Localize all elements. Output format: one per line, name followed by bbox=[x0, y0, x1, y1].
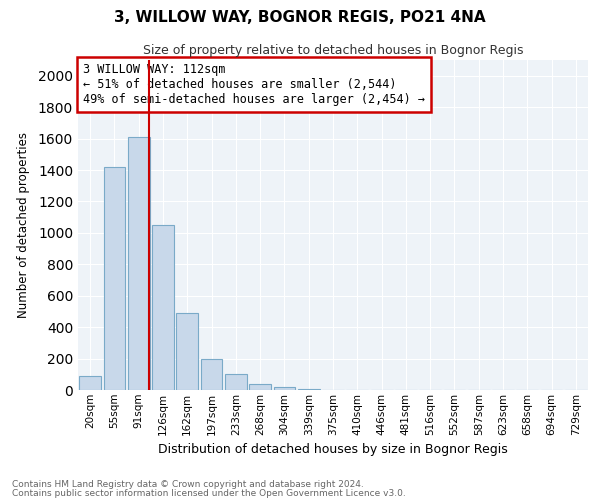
Bar bbox=[200, 358, 223, 390]
Bar bbox=[298, 389, 320, 390]
Text: 3 WILLOW WAY: 112sqm
← 51% of detached houses are smaller (2,544)
49% of semi-de: 3 WILLOW WAY: 112sqm ← 51% of detached h… bbox=[83, 64, 425, 106]
Bar bbox=[152, 225, 174, 390]
Bar bbox=[249, 384, 271, 390]
Y-axis label: Number of detached properties: Number of detached properties bbox=[17, 132, 29, 318]
Title: Size of property relative to detached houses in Bognor Regis: Size of property relative to detached ho… bbox=[143, 44, 523, 58]
Bar bbox=[104, 167, 125, 390]
Bar bbox=[225, 374, 247, 390]
Bar bbox=[79, 376, 101, 390]
Text: Contains public sector information licensed under the Open Government Licence v3: Contains public sector information licen… bbox=[12, 488, 406, 498]
Bar bbox=[128, 137, 149, 390]
Bar bbox=[274, 387, 295, 390]
Bar bbox=[176, 313, 198, 390]
X-axis label: Distribution of detached houses by size in Bognor Regis: Distribution of detached houses by size … bbox=[158, 443, 508, 456]
Text: 3, WILLOW WAY, BOGNOR REGIS, PO21 4NA: 3, WILLOW WAY, BOGNOR REGIS, PO21 4NA bbox=[114, 10, 486, 25]
Text: Contains HM Land Registry data © Crown copyright and database right 2024.: Contains HM Land Registry data © Crown c… bbox=[12, 480, 364, 489]
